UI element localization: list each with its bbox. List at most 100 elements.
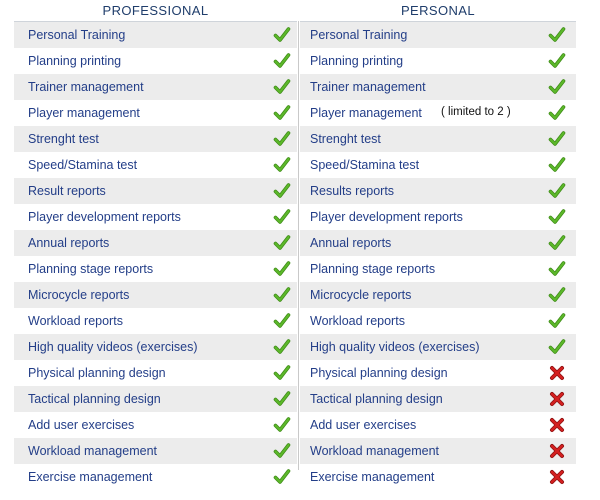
feature-label: Physical planning design (310, 366, 448, 380)
feature-label: Tactical planning design (28, 392, 161, 406)
feature-row: Exercise management (300, 464, 576, 490)
feature-row: Planning printing (300, 48, 576, 74)
check-icon (548, 105, 566, 120)
check-icon (548, 157, 566, 172)
feature-label: Personal Training (310, 28, 408, 42)
feature-label: Workload reports (28, 314, 123, 328)
check-icon (548, 313, 566, 328)
check-icon (273, 53, 291, 68)
check-icon (548, 53, 566, 68)
check-icon (548, 27, 566, 42)
check-icon (273, 27, 291, 42)
check-icon (548, 235, 566, 250)
feature-label: Add user exercises (28, 418, 135, 432)
feature-label: Player development reports (28, 210, 181, 224)
feature-label: Results reports (310, 184, 395, 198)
feature-row: Physical planning design (14, 360, 297, 386)
feature-label: Microcycle reports (310, 288, 412, 302)
feature-row: Workload reports (14, 308, 297, 334)
feature-label: Speed/Stamina test (310, 158, 420, 172)
check-icon (273, 339, 291, 354)
feature-label: Tactical planning design (310, 392, 443, 406)
check-icon (548, 131, 566, 146)
professional-column: PROFESSIONAL Personal Training Planning p… (14, 0, 297, 490)
feature-row: High quality videos (exercises) (300, 334, 576, 360)
professional-feature-list: Personal Training Planning printing Traine… (14, 22, 297, 490)
check-icon (548, 209, 566, 224)
check-icon (548, 183, 566, 198)
feature-label: High quality videos (exercises) (28, 340, 198, 354)
feature-row: Tactical planning design (14, 386, 297, 412)
feature-row: Player management (14, 100, 297, 126)
feature-label: Planning printing (310, 54, 404, 68)
feature-row: High quality videos (exercises) (14, 334, 297, 360)
personal-header: PERSONAL (300, 0, 576, 22)
feature-label: Trainer management (28, 80, 144, 94)
feature-label: Personal Training (28, 28, 126, 42)
check-icon (273, 287, 291, 302)
check-icon (273, 365, 291, 380)
feature-label: Workload reports (310, 314, 405, 328)
personal-feature-list: Personal Training Planning printing Traine… (300, 22, 576, 490)
feature-label: Trainer management (310, 80, 426, 94)
feature-row: Trainer management (300, 74, 576, 100)
check-icon (273, 131, 291, 146)
cross-icon (550, 366, 564, 380)
feature-label: Result reports (28, 184, 106, 198)
feature-label: Strenght test (310, 132, 381, 146)
check-icon (273, 209, 291, 224)
feature-row: Microcycle reports (14, 282, 297, 308)
check-icon (273, 261, 291, 276)
feature-row: Microcycle reports (300, 282, 576, 308)
feature-row: Result reports (14, 178, 297, 204)
check-icon (273, 391, 291, 406)
feature-label: Player management (310, 106, 422, 120)
feature-row: Annual reports (14, 230, 297, 256)
feature-label: Microcycle reports (28, 288, 130, 302)
feature-row: Trainer management (14, 74, 297, 100)
feature-label: Physical planning design (28, 366, 166, 380)
check-icon (273, 469, 291, 484)
feature-note: ( limited to 2 ) (441, 106, 511, 118)
cross-icon (550, 392, 564, 406)
feature-row: Speed/Stamina test (14, 152, 297, 178)
feature-label: Exercise management (28, 470, 153, 484)
feature-row: Workload management (300, 438, 576, 464)
feature-row: Player development reports (300, 204, 576, 230)
feature-row: Player management ( limited to 2 ) (300, 100, 576, 126)
professional-header: PROFESSIONAL (14, 0, 297, 22)
check-icon (273, 157, 291, 172)
feature-row: Workload reports (300, 308, 576, 334)
feature-label: High quality videos (exercises) (310, 340, 480, 354)
feature-row: Add user exercises (300, 412, 576, 438)
feature-label: Annual reports (28, 236, 110, 250)
check-icon (273, 313, 291, 328)
feature-label: Annual reports (310, 236, 392, 250)
check-icon (548, 79, 566, 94)
feature-label: Workload management (310, 444, 440, 458)
check-icon (273, 417, 291, 432)
feature-row: Results reports (300, 178, 576, 204)
check-icon (548, 287, 566, 302)
feature-row: Personal Training (14, 22, 297, 48)
cross-icon (550, 444, 564, 458)
feature-label: Workload management (28, 444, 158, 458)
feature-label: Exercise management (310, 470, 435, 484)
check-icon (273, 443, 291, 458)
feature-label: Planning stage reports (28, 262, 154, 276)
check-icon (273, 183, 291, 198)
feature-label: Add user exercises (310, 418, 417, 432)
check-icon (273, 79, 291, 94)
feature-label: Player development reports (310, 210, 463, 224)
cross-icon (550, 470, 564, 484)
feature-row: Personal Training (300, 22, 576, 48)
feature-label: Player management (28, 106, 140, 120)
feature-row: Player development reports (14, 204, 297, 230)
column-divider (298, 21, 299, 470)
feature-row: Add user exercises (14, 412, 297, 438)
feature-label: Speed/Stamina test (28, 158, 138, 172)
feature-row: Planning stage reports (300, 256, 576, 282)
feature-row: Planning stage reports (14, 256, 297, 282)
feature-row: Strenght test (300, 126, 576, 152)
feature-label: Strenght test (28, 132, 99, 146)
